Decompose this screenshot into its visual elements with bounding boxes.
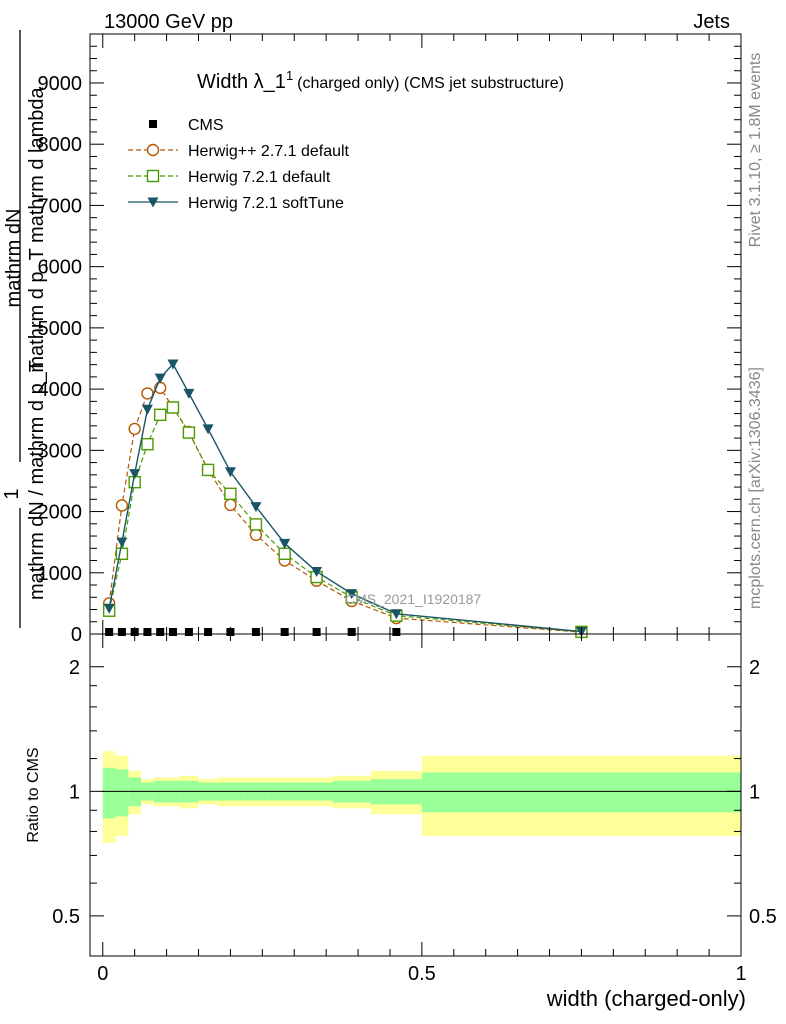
data-point-series-0	[392, 628, 401, 636]
y-tick-label: 4000	[38, 379, 83, 401]
data-point-series-3	[167, 359, 179, 370]
y-tick-label: 2000	[38, 502, 83, 524]
legend-marker	[147, 197, 159, 208]
data-point-series-2	[249, 518, 263, 531]
ratio-band-inner	[102, 767, 116, 819]
legend-label: Herwig++ 2.7.1 default	[188, 143, 350, 160]
header-right: Jets	[693, 11, 730, 33]
data-point-series-2	[278, 547, 291, 560]
data-point-series-3	[103, 603, 115, 614]
y-tick-label: 3000	[38, 440, 83, 462]
chart-title-sub: (charged only) (CMS jet substructure)	[297, 75, 564, 92]
analysis-watermark: CMS_2021_I1920187	[345, 591, 481, 607]
data-point-series-3	[129, 469, 141, 480]
y-tick-label: 1000	[38, 563, 83, 585]
chart-title-sup: 1	[286, 68, 293, 83]
data-point-series-2	[115, 547, 129, 560]
data-point-series-1	[224, 498, 237, 512]
chart-title: Width λ_11 (charged only) (CMS jet substr…	[197, 68, 564, 93]
legend-label: Herwig 7.2.1 softTune	[188, 195, 344, 212]
mcplots-label: mcplots.cern.ch [arXiv:1306.3436]	[747, 367, 764, 609]
rivet-label: Rivet 3.1.10, ≥ 1.8M events	[747, 53, 764, 248]
legend-marker	[146, 169, 160, 183]
ratio-bands	[102, 751, 741, 844]
data-point-series-0	[312, 628, 321, 636]
legend-label: Herwig 7.2.1 default	[188, 169, 331, 186]
y-tick-label: 6000	[38, 257, 83, 279]
ylabel-fraction-one: 1	[1, 488, 23, 499]
data-point-series-3	[183, 388, 195, 399]
data-point-series-1	[141, 387, 154, 400]
ratio-tick-label-left: 1	[69, 781, 80, 803]
header-left: 13000 GeV pp	[104, 11, 233, 33]
data-point-series-3	[250, 502, 262, 513]
chart-title-main: Width λ_1	[197, 71, 286, 93]
data-point-series-1	[128, 422, 141, 436]
data-point-series-0	[184, 628, 193, 636]
legend-marker	[149, 120, 157, 128]
ratio-band-inner	[115, 769, 129, 817]
data-point-series-0	[168, 628, 177, 636]
ratio-tick-labels: 0.5 0.5 1 1 2 2	[52, 657, 777, 928]
data-point-series-3	[141, 404, 153, 415]
data-point-series-2	[182, 426, 196, 439]
x-tick-label: 1	[735, 963, 746, 985]
ticks-layer	[90, 33, 742, 956]
data-point-series-0	[156, 628, 165, 636]
ratio-tick-label-left: 2	[69, 657, 80, 679]
data-point-series-3	[279, 538, 291, 549]
x-tick-label: 0	[97, 963, 108, 985]
y-tick-labels: 0 1000 2000 3000 4000 5000 6000 7000 8000 9000	[38, 73, 83, 646]
xlabel: width (charged-only)	[546, 986, 746, 1011]
x-tick-labels: 0 0.5 1	[97, 963, 746, 985]
data-point-series-3	[390, 609, 402, 620]
data-point-series-0	[143, 628, 152, 636]
data-point-series-2	[141, 438, 154, 451]
data-point-series-0	[280, 628, 289, 636]
ylabel-prefix: mathrm dN / mathrm d p_T	[26, 360, 48, 600]
data-point-series-2	[154, 408, 167, 422]
y-tick-label: 8000	[38, 134, 83, 156]
legend: CMS Herwig++ 2.7.1 default Herwig 7.2.1 de…	[128, 117, 350, 212]
ylabel-denominator: mathrm d p_T mathrm d lambda	[26, 86, 48, 372]
data-point-series-0	[105, 628, 114, 636]
data-point-series-0	[204, 628, 213, 636]
ratio-tick-label-right: 0.5	[749, 906, 777, 928]
y-tick-label: 0	[71, 624, 82, 646]
data-point-series-3	[346, 589, 358, 600]
ratio-band-inner	[421, 772, 741, 813]
data-point-series-1	[115, 499, 129, 512]
data-point-series-3	[202, 424, 214, 435]
data-point-series-2	[166, 401, 180, 414]
ylabel-numerator: mathrm dN	[3, 209, 25, 308]
x-tick-label: 0.5	[408, 963, 436, 985]
data-point-series-0	[117, 628, 126, 636]
ratio-tick-label-right: 1	[749, 781, 760, 803]
y-tick-label: 5000	[38, 318, 83, 340]
data-point-series-2	[224, 487, 237, 500]
data-point-series-0	[347, 628, 356, 636]
data-point-series-3	[154, 373, 166, 384]
data-point-series-3	[224, 467, 236, 478]
data-point-series-1	[249, 528, 263, 542]
data-point-series-0	[251, 628, 260, 636]
ratio-tick-label-right: 2	[749, 657, 760, 679]
data-point-series-3	[311, 567, 323, 578]
ratio-plot-frame	[89, 633, 742, 957]
y-tick-label: 7000	[38, 195, 83, 217]
y-tick-label: 9000	[38, 73, 83, 95]
legend-marker	[146, 143, 160, 157]
data-point-series-2	[201, 463, 215, 477]
ratio-ylabel: Ratio to CMS	[25, 747, 42, 842]
series-layer	[102, 359, 588, 639]
legend-label: CMS	[188, 117, 224, 134]
ratio-tick-label-left: 0.5	[52, 906, 80, 928]
ratio-band-inner	[128, 777, 142, 807]
data-point-series-3	[116, 537, 128, 548]
